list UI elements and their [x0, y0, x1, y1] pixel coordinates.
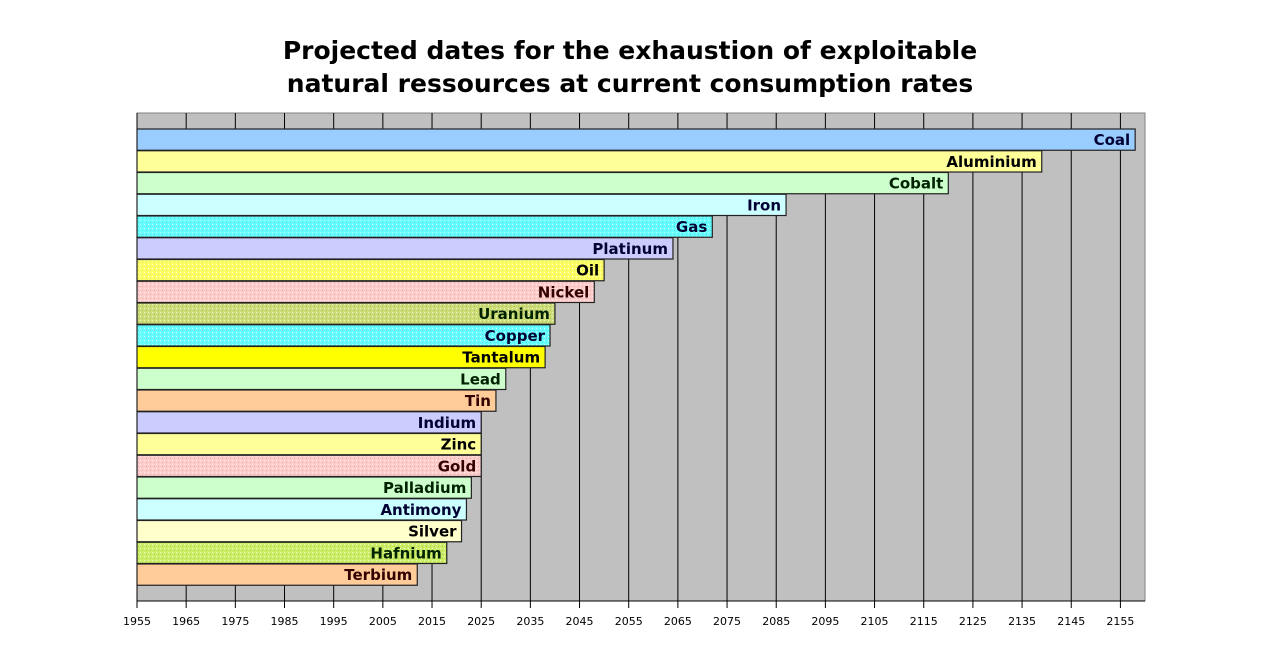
bar-label: Hafnium: [370, 544, 441, 562]
chart-title: Projected dates for the exhaustion of ex…: [0, 34, 1260, 100]
bar-label: Tin: [465, 392, 491, 410]
bar-gold: [136, 454, 482, 478]
x-tick-label: 2095: [811, 615, 839, 628]
x-tick-label: 2055: [615, 615, 643, 628]
bar-nickel: [136, 280, 595, 304]
x-tick-label: 1955: [123, 615, 151, 628]
x-tick-label: 2135: [1008, 615, 1036, 628]
bar-aluminium: [136, 150, 1043, 173]
x-tick-label: 2075: [713, 615, 741, 628]
bar-label: Cobalt: [889, 175, 944, 193]
bar-label: Copper: [485, 327, 546, 345]
bar-label: Aluminium: [946, 153, 1036, 171]
bar-gas: [136, 215, 713, 238]
bar-lead: [136, 367, 507, 391]
x-tick-label: 1985: [271, 615, 299, 628]
bar-iron: [136, 193, 787, 217]
x-tick-label: 2105: [861, 615, 889, 628]
bar-cobalt: [136, 171, 949, 195]
bar-label: Antimony: [380, 501, 461, 519]
x-tick-label: 2025: [467, 615, 495, 628]
bar-label: Oil: [576, 262, 599, 280]
bar-coal: [136, 128, 1136, 151]
bar-label: Uranium: [478, 305, 550, 323]
bar-tin: [136, 389, 497, 412]
chart-title-line-1: Projected dates for the exhaustion of ex…: [282, 36, 978, 65]
x-tick-label: 2085: [762, 615, 790, 628]
bar-oil: [136, 258, 605, 282]
bar-label: Silver: [408, 523, 457, 541]
bar-label: Zinc: [441, 436, 477, 454]
bar-label: Coal: [1094, 131, 1131, 149]
bar-label: Nickel: [538, 283, 589, 301]
bar-label: Tantalum: [462, 349, 540, 367]
bar-label: Platinum: [592, 240, 668, 258]
bar-label: Gas: [676, 218, 707, 236]
bar-label: Palladium: [383, 479, 466, 497]
x-tick-label: 2065: [664, 615, 692, 628]
x-tick-label: 2115: [910, 615, 938, 628]
bar-label: Iron: [747, 196, 781, 214]
x-tick-label: 1975: [221, 615, 249, 628]
x-tick-label: 2035: [516, 615, 544, 628]
x-tick-label: 2005: [369, 615, 397, 628]
x-tick-label: 1995: [320, 615, 348, 628]
x-tick-label: 2125: [959, 615, 987, 628]
bar-label: Lead: [460, 370, 501, 388]
x-tick-label: 1965: [172, 615, 200, 628]
chart-title-line-2: natural ressources at current consumptio…: [286, 69, 974, 98]
bar-label: Terbium: [344, 566, 412, 584]
x-tick-label: 2145: [1057, 615, 1085, 628]
bar-label: Indium: [418, 414, 476, 432]
x-tick-label: 2155: [1106, 615, 1134, 628]
x-tick-label: 2015: [418, 615, 446, 628]
bar-label: Gold: [438, 457, 477, 475]
x-tick-label: 2045: [566, 615, 594, 628]
bar-terbium: [136, 563, 418, 586]
bar-zinc: [136, 432, 482, 456]
